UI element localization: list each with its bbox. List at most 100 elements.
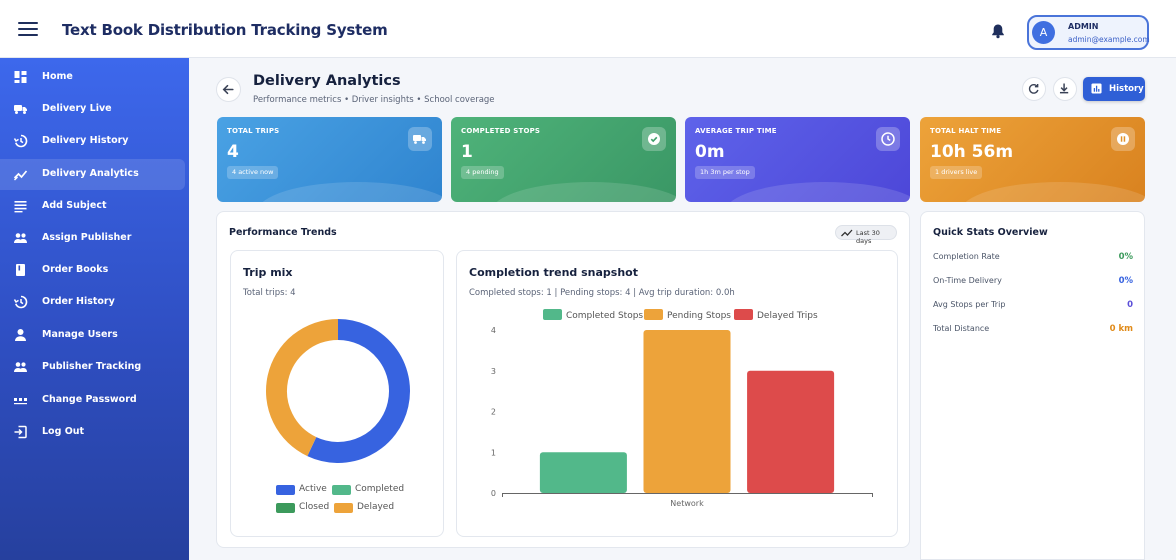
legend-label: Pending Stops [667,311,731,321]
legend-swatch [734,309,753,320]
sidebar-item-label: Delivery Live [42,103,112,114]
legend-label: Delayed Trips [757,311,818,321]
quick-stat-value: 0 [1127,300,1133,310]
sidebar: Home Delivery Live Delivery History Deli… [0,58,189,560]
sidebar-item-delivery-analytics[interactable]: Delivery Analytics [0,159,185,190]
donut-slice-active[interactable] [307,319,410,463]
quick-stat-row: Completion Rate 0% [933,252,1133,266]
y-tick-label: 0 [491,489,496,498]
performance-trends-panel: Performance Trends Last 30 days Trip mix… [216,211,910,548]
sidebar-item-label: Manage Users [42,329,118,340]
sidebar-item-manage-users[interactable]: Manage Users [0,320,185,351]
sidebar-item-add-subject[interactable]: Add Subject [0,191,185,222]
legend-label[interactable]: Active [299,484,327,494]
donut-slice-delayed[interactable] [266,319,339,457]
sidebar-item-label: Home [42,71,73,82]
quick-stat-row: Avg Stops per Trip 0 [933,300,1133,314]
stat-pill: 4 active now [227,166,279,179]
quick-stat-value: 0% [1118,276,1133,286]
bar-chart-icon [1091,83,1102,94]
logout-icon [14,425,27,439]
legend-swatch [276,485,295,495]
stat-card-average-trip-time: AVERAGE TRIP TIME 0m 1h 3m per stop [685,117,910,202]
quick-stat-row: Total Distance 0 km [933,324,1133,338]
sidebar-item-label: Assign Publisher [42,232,132,243]
back-button[interactable] [216,77,241,102]
panel-title: Quick Stats Overview [933,227,1048,238]
quick-stats-panel: Quick Stats Overview Completion Rate 0% … [920,211,1145,560]
download-button[interactable] [1053,77,1077,101]
notification-bell-icon[interactable] [990,23,1006,39]
y-tick-label: 4 [491,326,496,335]
stat-pill: 1h 3m per stop [695,166,755,179]
sidebar-item-home[interactable]: Home [0,62,185,93]
bar-completed-stops[interactable] [539,452,627,493]
stat-card-total-halt-time: TOTAL HALT TIME 10h 56m 1 drivers live [920,117,1145,202]
trip-mix-meta: Total trips: 4 [243,288,296,298]
quick-stat-label: Completion Rate [933,252,1000,261]
trip-mix-title: Trip mix [243,266,293,279]
date-range-badge[interactable]: Last 30 days [835,225,897,245]
stat-value: 10h 56m [930,142,1014,162]
legend-label[interactable]: Completed [355,484,405,494]
people-icon [14,362,27,372]
history-button-label: History [1109,84,1144,94]
arrow-left-icon [222,84,234,95]
check-circle-icon [642,127,666,151]
person-icon [15,329,26,341]
sidebar-item-change-password[interactable]: Change Password [0,385,185,416]
sidebar-item-order-books[interactable]: Order Books [0,255,185,286]
stat-value: 1 [461,142,473,162]
bar-pending-stops[interactable] [643,330,731,493]
people-icon [14,233,27,243]
trend-icon [13,170,28,181]
history-button[interactable]: History [1083,77,1145,101]
user-profile-chip[interactable]: A ADMIN admin@example.com [1027,15,1150,50]
sidebar-item-label: Order History [42,296,115,307]
sidebar-item-label: Order Books [42,264,109,275]
dashboard-icon [14,71,27,83]
completion-trend-card: Completion trend snapshot Completed stop… [456,250,898,537]
password-icon [14,398,27,405]
hamburger-menu-icon[interactable] [18,22,38,38]
stat-pill: 4 pending [461,166,504,179]
x-tick-label: Network [670,499,704,508]
book-icon [16,264,25,276]
sidebar-item-label: Add Subject [42,200,107,211]
quick-stat-label: Total Distance [933,324,990,333]
sidebar-item-assign-publisher[interactable]: Assign Publisher [0,223,185,254]
quick-stat-label: On-Time Delivery [933,276,1002,285]
sidebar-item-delivery-live[interactable]: Delivery Live [0,94,185,125]
refresh-icon [1028,83,1039,94]
legend-swatch [644,309,663,320]
legend-label[interactable]: Closed [299,502,330,512]
history-icon [13,295,28,309]
quick-stat-label: Avg Stops per Trip [933,300,1006,309]
app-title: Text Book Distribution Tracking System [62,21,388,39]
legend-label[interactable]: Delayed [357,502,395,512]
trip-mix-card: Trip mix Total trips: 4 Active Completed C… [230,250,444,537]
stat-label: COMPLETED STOPS [461,127,541,135]
pause-icon [1111,127,1135,151]
quick-stat-value: 0 km [1109,324,1133,334]
completion-title: Completion trend snapshot [469,266,638,279]
completion-bar-chart: Completed Stops Pending Stops Delayed Trip… [491,309,873,508]
sidebar-item-delivery-history[interactable]: Delivery History [0,126,185,157]
stat-pill: 1 drivers live [930,166,983,179]
avatar: A [1032,21,1055,44]
sidebar-item-label: Log Out [42,426,85,437]
sidebar-item-label: Publisher Tracking [42,361,142,372]
page-subtitle: Performance metrics • Driver insights • … [253,95,495,105]
stat-value: 4 [227,142,239,162]
sidebar-item-log-out[interactable]: Log Out [0,417,185,448]
stat-card-completed-stops: COMPLETED STOPS 1 4 pending [451,117,676,202]
stat-label: TOTAL TRIPS [227,127,280,135]
sidebar-item-publisher-tracking[interactable]: Publisher Tracking [0,352,185,383]
sidebar-item-order-history[interactable]: Order History [0,287,185,318]
trend-icon [841,229,853,237]
clock-icon [876,127,900,151]
date-range-label: Last 30 days [856,229,880,245]
bar-delayed-trips[interactable] [747,370,835,493]
refresh-button[interactable] [1022,77,1046,101]
truck-icon [408,127,432,151]
